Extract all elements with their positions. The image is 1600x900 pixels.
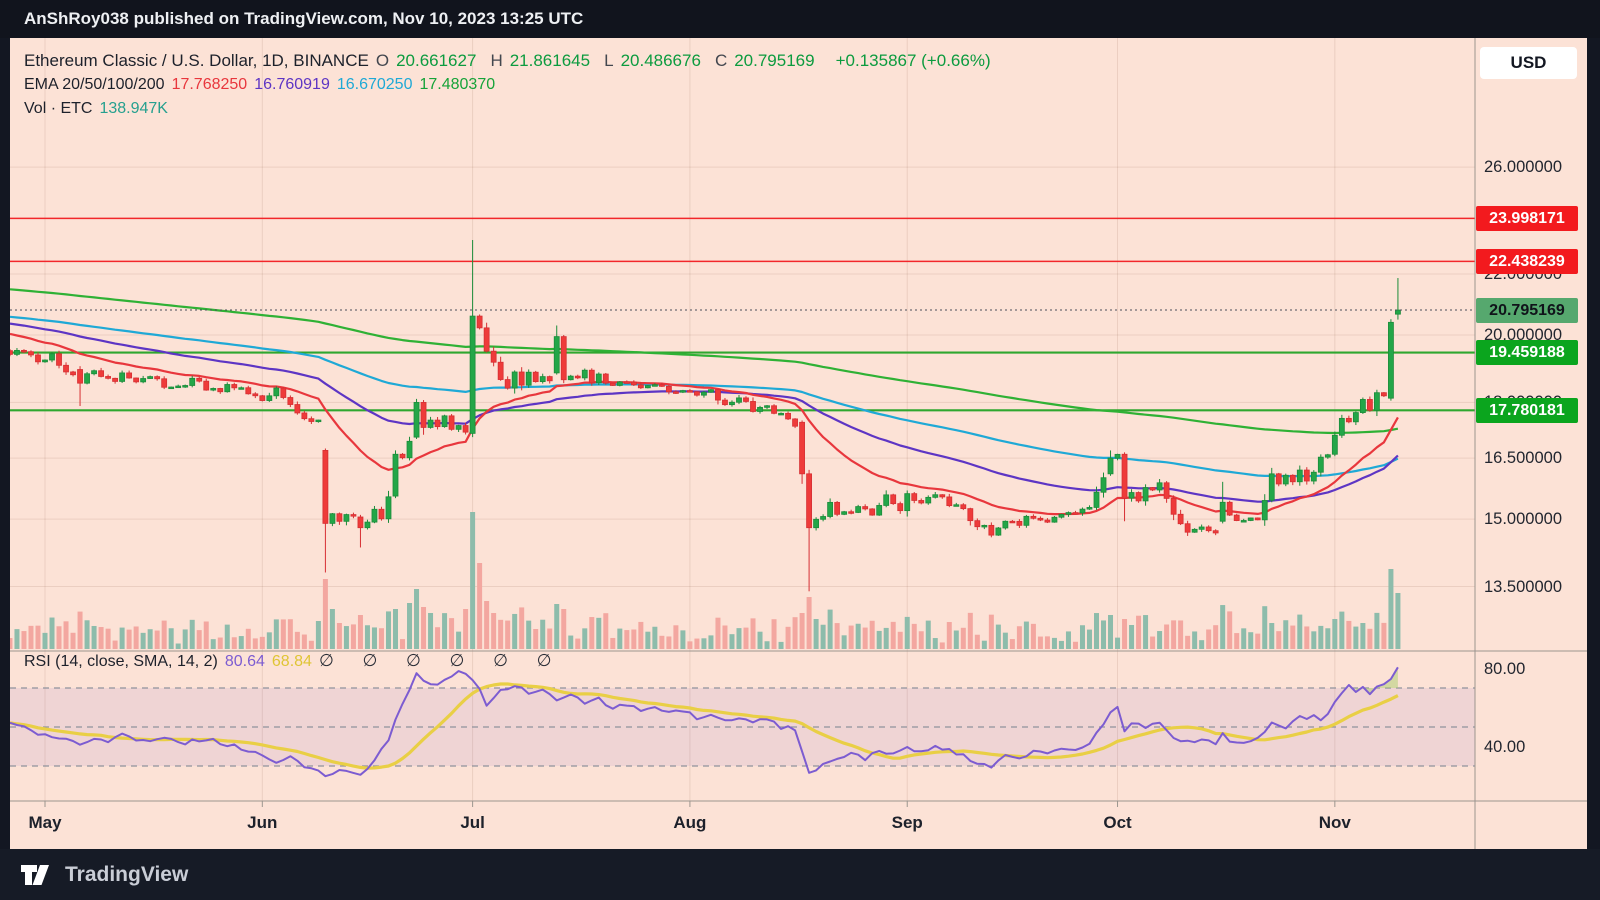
ema-50-line [10,322,1399,503]
tradingview-brand[interactable]: TradingView [65,862,189,886]
publish-bar: AnShRoy038 published on TradingView.com,… [0,0,1600,38]
rsi-value: 80.64 [224,653,265,670]
symbol-legend: Ethereum Classic / U.S. Dollar, 1D, BINA… [24,51,998,71]
price-tick-label: 13.500000 [1484,577,1562,596]
rsi-sma-line [10,682,1399,770]
rsi-tick-label: 40.00 [1484,737,1526,756]
ema-200-line [10,288,1399,435]
chart-panes[interactable] [7,38,1475,801]
symbol-title[interactable]: Ethereum Classic / U.S. Dollar, 1D, BINA… [24,51,369,70]
price-tick-label: 15.000000 [1484,510,1562,529]
price-tick-label: 20.000000 [1484,326,1562,344]
ema-100-value: 16.670250 [336,76,413,93]
ohlc-o-value: O 20.661627 [375,51,477,70]
rsi-legend: RSI (14, close, SMA, 14, 2) 80.64 68.84 ∅ ∅… [24,651,570,671]
volume-legend: Vol · ETC 138.947K [24,100,175,118]
ema-50-value: 16.760919 [254,76,330,93]
rsi-sma-value: 68.84 [271,653,312,670]
rsi-tick-label: 80.00 [1484,659,1526,678]
volume-legend-title[interactable]: Vol · ETC [24,100,93,117]
time-axis-label-aug: Aug [673,813,707,832]
rsi-band [10,687,1475,767]
price-levels [10,217,1475,412]
ema-20-value: 17.768250 [171,76,248,93]
price-badge-support: 17.780181 [1476,397,1578,423]
price-tick-label: 16.500000 [1484,449,1562,468]
price-badge-last: 20.795169 [1476,297,1578,323]
rsi-legend-title[interactable]: RSI (14, close, SMA, 14, 2) [24,653,218,670]
gridlines [10,38,1475,801]
time-axis-label-jun: Jun [247,813,278,832]
time-axis[interactable] [10,801,1475,849]
time-axis-label-may: May [28,813,62,832]
ohlc-h-value: H 21.861645 [490,51,591,70]
price-badge-resistance: 22.438239 [1476,248,1578,274]
ema-200-value: 17.480370 [419,76,496,93]
change-value: +0.135867 (+0.66%) [835,51,991,70]
time-axis-label-jul: Jul [460,813,485,832]
volume-value: 138.947K [99,100,168,117]
currency-toggle-usd[interactable]: USD [1480,47,1577,79]
ema-100-line [10,315,1399,478]
time-axis-label-nov: Nov [1318,813,1351,832]
ohlc-values: O 20.661627 H 21.861645 L 20.486676 C 20.795169 [376,51,829,70]
ohlc-c-value: C 20.795169 [714,51,815,70]
ohlc-l-value: L 20.486676 [604,51,701,70]
time-axis-label-oct: Oct [1103,813,1132,832]
price-badge-support: 19.459188 [1476,340,1578,366]
chart-background [10,38,1587,849]
ema-legend: EMA 20/50/100/200 17.768250 16.760919 16.67… [24,76,509,94]
candles [10,240,1401,592]
pane-separators [10,38,1587,849]
footer-bar: TradingView [0,849,1600,900]
tradingview-logo-icon[interactable] [20,863,56,887]
time-axis-label-sep: Sep [891,813,923,832]
ema-legend-title[interactable]: EMA 20/50/100/200 [24,76,165,93]
rsi-plot [10,666,1399,778]
publish-text: AnShRoy038 published on TradingView.com,… [24,9,584,28]
ema-lines [10,288,1399,516]
price-badge-resistance: 23.998171 [1476,205,1578,231]
rsi-line [10,666,1399,778]
price-tick-label: 26.000000 [1484,158,1562,177]
volume-bars [10,512,1401,649]
rsi-empty-values: ∅ ∅ ∅ ∅ ∅ ∅ [318,651,564,670]
ema-values: 17.768250 16.760919 16.670250 17.480370 [172,76,503,93]
